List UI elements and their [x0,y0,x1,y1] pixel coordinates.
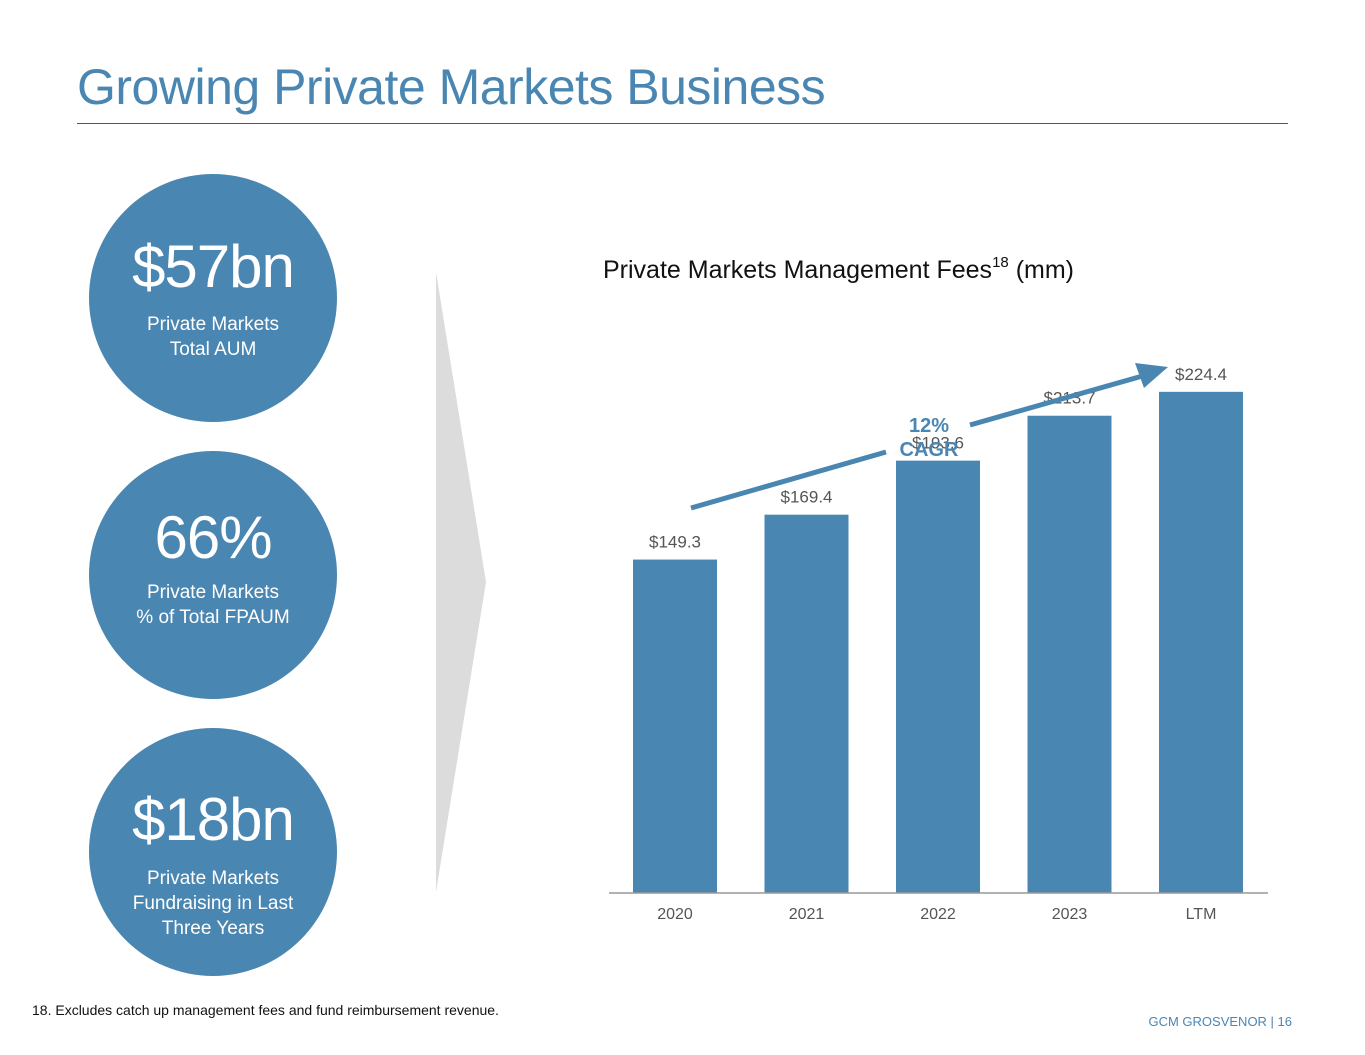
cagr-arrow-right-segment [969,372,1147,428]
title-divider [77,123,1288,124]
stat-circle-fpaum-share: 66% Private Markets % of Total FPAUM [89,451,337,699]
stat-label: Private Markets % of Total FPAUM [99,580,327,630]
cagr-value: 12% [908,415,950,437]
bar-2021 [764,514,849,893]
stat-label-line: Fundraising in Last [132,893,294,914]
bar-data-label: $193.6 [912,434,964,453]
stat-label-line: Private Markets [147,582,279,603]
bar-data-label: $149.3 [649,533,701,552]
stat-value: 66% [154,504,272,571]
footer-brand-page-number: GCM GROSVENOR | 16 [1148,1014,1292,1029]
bar-2022 [896,460,980,893]
x-tick-label: 2023 [1052,906,1088,923]
stat-label-line: Three Years [161,918,265,939]
stat-label-line: % of Total FPAUM [136,607,290,628]
cagr-arrow-head [1135,363,1168,388]
stat-value: $57bn [132,233,295,300]
bar-ltm [1159,391,1243,893]
bar-2023 [1027,415,1112,893]
cagr-label: CAGR [899,439,959,461]
stat-label: Private Markets Fundraising in Last Thre… [99,866,327,941]
x-tick-label: LTM [1186,906,1217,923]
chart-title-footnote-ref: 18 [992,254,1009,271]
stat-circle-total-aum: $57bn Private Markets Total AUM [89,174,337,422]
x-tick-label: 2022 [920,906,956,923]
x-tick-label: 2021 [789,906,825,923]
stat-label-line: Private Markets [147,314,279,335]
chart-title-text: Private Markets Management Fees [603,256,993,284]
chart-title: Private Markets Management Fees18 (mm) [603,254,1075,285]
bar-2020 [633,559,717,893]
chart-title-unit: (mm) [1015,256,1075,284]
cagr-arrow-left-segment [690,449,887,511]
cagr-arrow-icon [690,363,1168,511]
stat-circle-fundraising: $18bn Private Markets Fundraising in Las… [89,728,337,976]
cagr-annotation: 12% CAGR [880,414,978,462]
stat-label-line: Private Markets [147,868,279,889]
stat-value: $18bn [132,786,295,853]
bars-layer [633,391,1243,893]
footnote: 18. Excludes catch up management fees an… [32,1002,499,1018]
chevron-arrow-icon [436,272,486,892]
x-tick-label: 2020 [657,906,693,923]
bar-data-label: $224.4 [1175,365,1227,384]
stat-label-line: Total AUM [169,339,257,360]
page-title: Growing Private Markets Business [77,59,826,115]
stat-label: Private Markets Total AUM [99,312,327,362]
bar-data-label: $169.4 [781,488,833,507]
